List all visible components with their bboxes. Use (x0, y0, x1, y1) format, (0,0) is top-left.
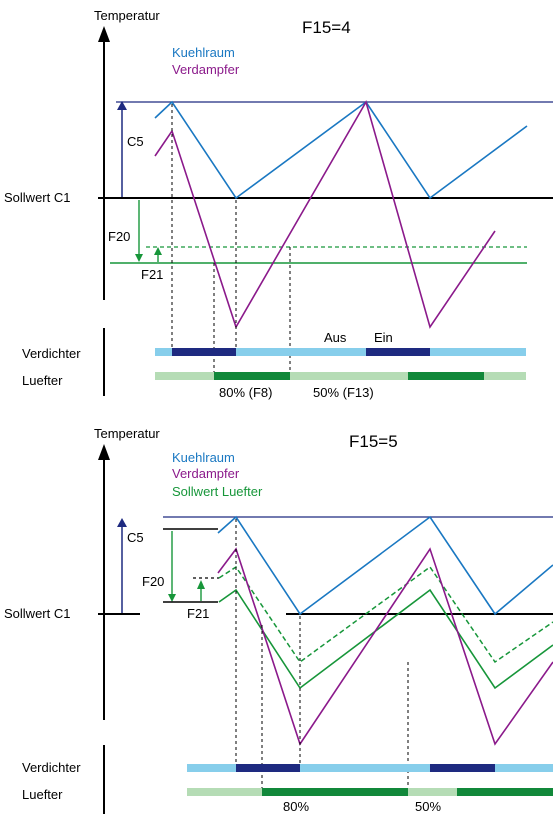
fan-bar-high (262, 788, 408, 796)
f21-label: F21 (141, 267, 163, 282)
row-compressor-label: Verdichter (22, 760, 81, 775)
legend-verdampfer: Verdampfer (172, 466, 240, 481)
legend-sollwert-luefter: Sollwert Luefter (172, 484, 263, 499)
row-fan-label: Luefter (22, 787, 63, 802)
c5-label: C5 (127, 134, 144, 149)
label-ein: Ein (374, 330, 393, 345)
sollwert-luefter-curve (218, 588, 553, 690)
setpoint-label: Sollwert C1 (4, 190, 70, 205)
fan-bar-low (155, 372, 526, 380)
sollwert-luefter-dashed-curve (218, 565, 553, 664)
f21-label: F21 (187, 606, 209, 621)
label-50-percent: 50% (F13) (313, 385, 374, 400)
fan-bar-high (457, 788, 553, 796)
f20-label: F20 (142, 574, 164, 589)
label-50-percent: 50% (415, 799, 441, 814)
diagram-title: F15=4 (302, 18, 351, 37)
f20-arrow-head-icon (135, 254, 143, 262)
f20-label: F20 (108, 229, 130, 244)
compressor-bar-off (187, 764, 553, 772)
label-80-percent: 80% (283, 799, 309, 814)
verdampfer-curve (154, 99, 496, 329)
verdampfer-curve (217, 547, 553, 746)
setpoint-label: Sollwert C1 (4, 606, 70, 621)
compressor-bar-on (366, 348, 430, 356)
diagram-f15-5: Temperatur F15=5 Kuehlraum Verdampfer So… (4, 426, 553, 814)
c5-arrow-head-icon (117, 101, 127, 110)
kuehlraum-curve (154, 100, 528, 200)
compressor-bar-on (430, 764, 495, 772)
axis-label: Temperatur (94, 426, 160, 441)
temperature-axis-arrow-icon (98, 26, 110, 42)
axis-label: Temperatur (94, 8, 160, 23)
label-aus: Aus (324, 330, 347, 345)
fan-bar-high (214, 372, 290, 380)
f20-arrow-head-icon (168, 594, 176, 602)
compressor-bar-on (236, 764, 300, 772)
kuehlraum-curve (217, 515, 553, 616)
f21-arrow-head-icon (197, 580, 205, 589)
row-compressor-label: Verdichter (22, 346, 81, 361)
legend-kuehlraum: Kuehlraum (172, 450, 235, 465)
diagram-f15-4: Temperatur F15=4 Kuehlraum Verdampfer C5… (4, 8, 553, 400)
row-fan-label: Luefter (22, 373, 63, 388)
fan-bar-high (408, 372, 484, 380)
legend-verdampfer: Verdampfer (172, 62, 240, 77)
legend-kuehlraum: Kuehlraum (172, 45, 235, 60)
compressor-bar-off (155, 348, 526, 356)
c5-label: C5 (127, 530, 144, 545)
temperature-axis-arrow-icon (98, 444, 110, 460)
c5-arrow-head-icon (117, 518, 127, 527)
f21-arrow-head-icon (154, 247, 162, 255)
diagram-title: F15=5 (349, 432, 398, 451)
label-80-percent: 80% (F8) (219, 385, 272, 400)
compressor-bar-on (172, 348, 236, 356)
